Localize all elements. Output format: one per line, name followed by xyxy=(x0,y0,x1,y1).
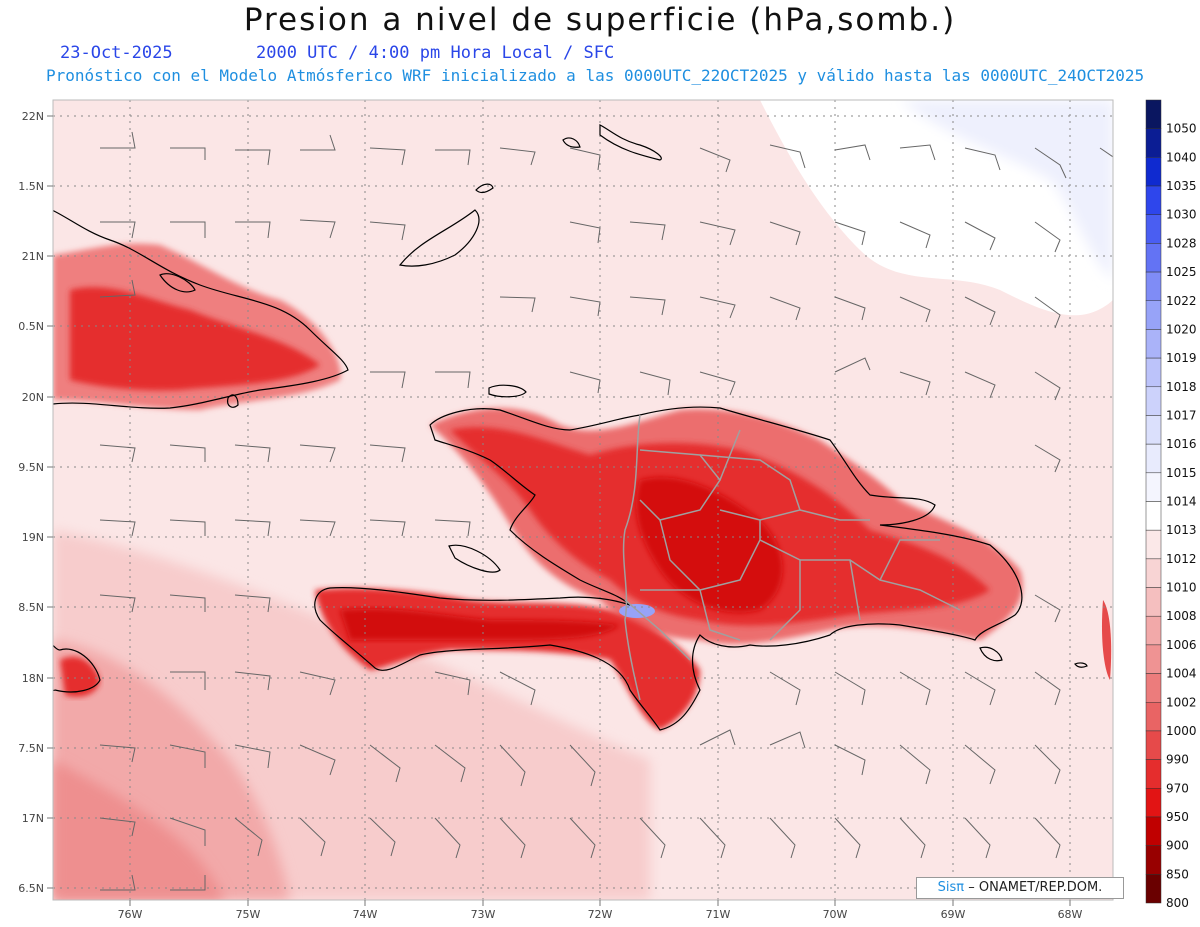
lon-label: 72W xyxy=(588,908,613,921)
colorbar-swatch xyxy=(1145,615,1162,646)
forecast-time: 2000 UTC / 4:00 pm Hora Local / SFC xyxy=(256,43,615,63)
lon-label: 69W xyxy=(941,908,966,921)
colorbar-swatch xyxy=(1145,243,1162,273)
colorbar-swatch xyxy=(1145,501,1162,531)
graticule xyxy=(53,100,1113,900)
lat-label: 22N xyxy=(22,110,44,123)
colorbar-label: 1050 xyxy=(1166,122,1197,136)
colorbar-swatch xyxy=(1145,644,1162,674)
colorbar-label: 1014 xyxy=(1166,495,1197,509)
colorbar-label: 1018 xyxy=(1166,380,1197,394)
colorbar-label: 950 xyxy=(1166,810,1189,824)
colorbar-swatch xyxy=(1145,300,1162,330)
colorbar-swatch xyxy=(1145,845,1162,875)
lat-label: 9.5N xyxy=(18,461,44,474)
colorbar-swatch xyxy=(1145,587,1162,617)
colorbar-label: 1022 xyxy=(1166,294,1197,308)
colorbar-label: 1025 xyxy=(1166,265,1197,279)
credit-brand: Sisπ xyxy=(937,880,965,895)
colorbar-label: 1019 xyxy=(1166,351,1197,365)
colorbar-swatch xyxy=(1145,702,1162,732)
colorbar-swatch xyxy=(1145,759,1162,789)
colorbar-swatch xyxy=(1145,673,1162,703)
colorbar-label: 1035 xyxy=(1166,179,1197,193)
colorbar-swatch xyxy=(1145,529,1162,560)
colorbar: 1050 1040 1035 1030 1028 1025 1022 1020 1019 1018… xyxy=(1145,99,1197,910)
colorbar-swatch xyxy=(1145,730,1162,760)
colorbar-label: 850 xyxy=(1166,867,1189,881)
coastlines xyxy=(53,124,1088,731)
colorbar-label: 900 xyxy=(1166,839,1189,853)
colorbar-label: 1000 xyxy=(1166,724,1197,738)
colorbar-swatch xyxy=(1145,157,1162,187)
colorbar-swatch xyxy=(1145,271,1162,302)
lat-label: 0.5N xyxy=(18,320,44,333)
lon-label: 75W xyxy=(236,908,261,921)
lon-label: 74W xyxy=(353,908,378,921)
colorbar-swatch xyxy=(1145,874,1162,904)
lat-label: 1.5N xyxy=(18,180,44,193)
colorbar-label: 1012 xyxy=(1166,552,1197,566)
colorbar-label: 1028 xyxy=(1166,236,1197,250)
colorbar-label: 970 xyxy=(1166,781,1189,795)
lat-label: 17N xyxy=(22,812,44,825)
colorbar-swatch xyxy=(1145,128,1162,158)
colorbar-swatch xyxy=(1145,472,1162,502)
colorbar-swatch xyxy=(1145,185,1162,215)
colorbar-swatch xyxy=(1145,558,1162,588)
lat-label: 19N xyxy=(22,531,44,544)
map-title: Presion a nivel de superficie (hPa,somb.… xyxy=(243,2,957,38)
lon-label: 71W xyxy=(706,908,731,921)
colorbar-label: 1017 xyxy=(1166,408,1197,422)
colorbar-label: 1008 xyxy=(1166,609,1197,623)
lat-label: 8.5N xyxy=(18,601,44,614)
colorbar-swatch xyxy=(1145,443,1162,474)
lon-label: 73W xyxy=(471,908,496,921)
pressure-field xyxy=(53,100,1113,900)
lon-label: 68W xyxy=(1058,908,1083,921)
model-info: Pronóstico con el Modelo Atmósferico WRF… xyxy=(46,66,1145,85)
wind-barbs xyxy=(99,131,1113,891)
colorbar-label: 1006 xyxy=(1166,638,1197,652)
colorbar-label: 1015 xyxy=(1166,466,1197,480)
colorbar-label: 1004 xyxy=(1166,667,1197,681)
lat-label: 21N xyxy=(22,250,44,263)
colorbar-swatch xyxy=(1145,788,1162,818)
colorbar-label: 800 xyxy=(1166,896,1189,910)
colorbar-swatch xyxy=(1145,816,1162,846)
lat-label: 18N xyxy=(22,672,44,685)
latitude-labels: 22N 1.5N 21N 0.5N 20N 9.5N 19N 8.5N 18N … xyxy=(18,110,44,895)
forecast-date: 23-Oct-2025 xyxy=(60,43,173,63)
lon-label: 76W xyxy=(118,908,143,921)
colorbar-label: 1010 xyxy=(1166,581,1197,595)
colorbar-label: 1040 xyxy=(1166,150,1197,164)
colorbar-swatch xyxy=(1145,99,1162,129)
colorbar-swatch xyxy=(1145,357,1162,388)
colorbar-swatch xyxy=(1145,329,1162,359)
provincial-borders xyxy=(622,414,961,701)
lat-label: 7.5N xyxy=(18,742,44,755)
colorbar-label: 1002 xyxy=(1166,695,1197,709)
colorbar-label: 1013 xyxy=(1166,523,1197,537)
colorbar-swatch xyxy=(1145,386,1162,416)
lat-label: 20N xyxy=(22,391,44,404)
colorbar-swatch xyxy=(1145,415,1162,445)
colorbar-label: 1020 xyxy=(1166,322,1197,336)
colorbar-label: 990 xyxy=(1166,753,1189,767)
credit-box: Sisπ – ONAMET/REP.DOM. xyxy=(916,877,1124,899)
lat-label: 6.5N xyxy=(18,882,44,895)
lon-label: 70W xyxy=(823,908,848,921)
colorbar-label: 1016 xyxy=(1166,437,1197,451)
credit-text: – ONAMET/REP.DOM. xyxy=(968,880,1103,895)
colorbar-swatch xyxy=(1145,214,1162,244)
longitude-labels: 76W 75W 74W 73W 72W 71W 70W 69W 68W xyxy=(118,908,1083,921)
colorbar-label: 1030 xyxy=(1166,208,1197,222)
